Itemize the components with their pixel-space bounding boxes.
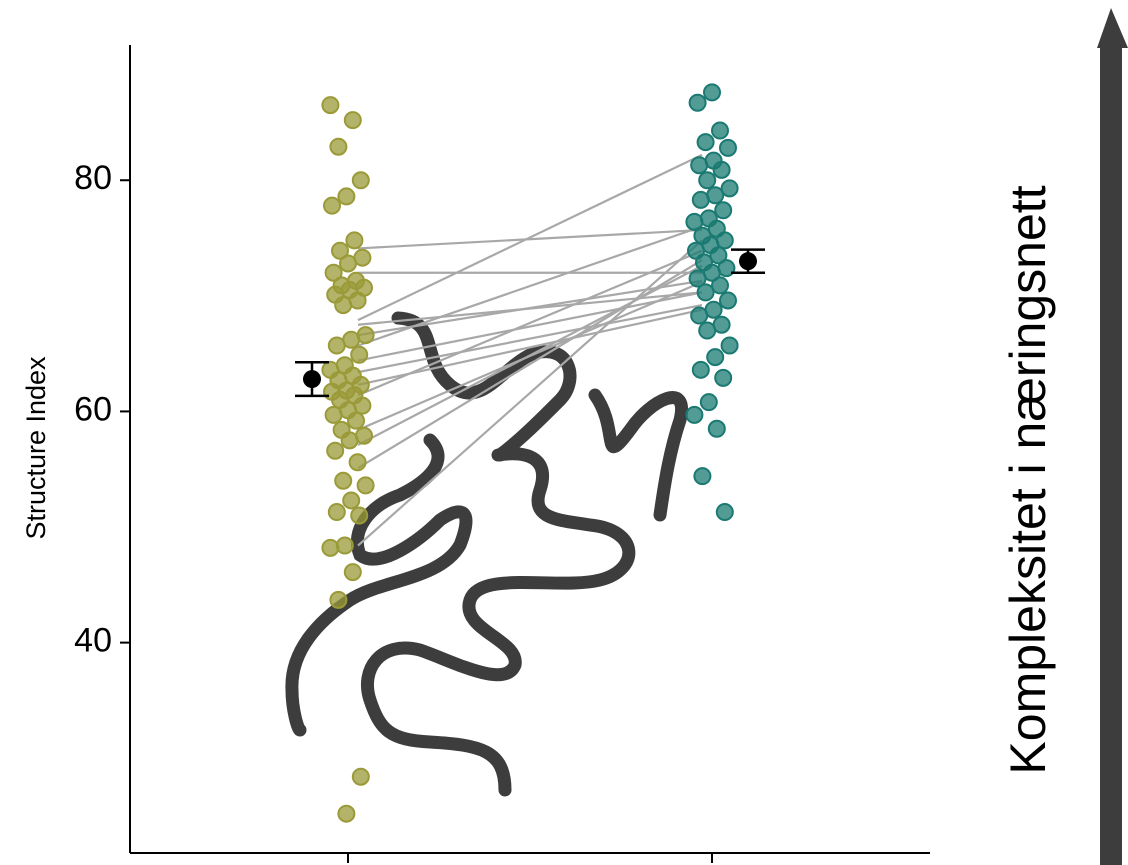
pair-line bbox=[357, 153, 703, 322]
point bbox=[685, 405, 704, 424]
pair-line bbox=[357, 249, 703, 397]
point bbox=[685, 212, 704, 231]
point bbox=[691, 360, 710, 379]
point bbox=[719, 291, 737, 310]
point bbox=[698, 321, 717, 340]
point bbox=[334, 471, 353, 490]
point bbox=[321, 96, 340, 115]
point bbox=[350, 506, 369, 525]
point bbox=[707, 419, 726, 438]
pair-line bbox=[357, 304, 703, 374]
point bbox=[720, 336, 739, 355]
point bbox=[719, 138, 737, 157]
point bbox=[693, 467, 712, 486]
point bbox=[703, 83, 721, 102]
point bbox=[696, 283, 715, 302]
mean-point bbox=[739, 252, 757, 271]
point bbox=[690, 156, 709, 175]
point bbox=[698, 171, 717, 190]
point bbox=[714, 368, 733, 387]
point bbox=[699, 393, 718, 412]
point bbox=[715, 502, 734, 521]
point bbox=[327, 336, 346, 355]
point bbox=[690, 306, 709, 325]
point bbox=[326, 441, 345, 460]
point bbox=[327, 502, 346, 521]
point bbox=[335, 536, 354, 555]
point bbox=[321, 538, 340, 557]
point bbox=[331, 241, 349, 260]
y-tick-label: 80 bbox=[74, 159, 112, 197]
pair-line bbox=[357, 239, 703, 547]
point bbox=[348, 453, 367, 472]
pair-line bbox=[357, 291, 703, 326]
point bbox=[343, 563, 362, 582]
point bbox=[688, 269, 707, 288]
point bbox=[351, 171, 370, 190]
point bbox=[711, 121, 729, 140]
point bbox=[356, 476, 375, 495]
point bbox=[337, 804, 356, 823]
side-arrow bbox=[1097, 8, 1128, 865]
point bbox=[706, 348, 725, 367]
point bbox=[347, 411, 365, 430]
point bbox=[337, 187, 356, 206]
point bbox=[709, 246, 728, 265]
point bbox=[324, 405, 343, 424]
y-tick-label: 40 bbox=[74, 622, 112, 660]
point bbox=[343, 111, 362, 130]
point bbox=[329, 137, 348, 156]
point bbox=[711, 276, 729, 295]
point bbox=[696, 133, 715, 152]
point bbox=[323, 196, 341, 215]
point bbox=[714, 201, 733, 220]
point bbox=[688, 93, 707, 112]
point bbox=[342, 491, 361, 510]
y-axis-label: Structure Index bbox=[21, 356, 51, 540]
pair-line bbox=[357, 259, 703, 470]
point bbox=[720, 179, 739, 198]
point bbox=[691, 190, 710, 209]
point bbox=[340, 431, 359, 450]
side-label: Kompleksitet i næringsnett bbox=[1000, 185, 1056, 774]
pair-line bbox=[357, 228, 703, 250]
point bbox=[324, 263, 343, 282]
mean-point bbox=[303, 370, 321, 389]
point bbox=[351, 767, 370, 786]
pair-line bbox=[357, 264, 703, 446]
y-tick-label: 60 bbox=[74, 390, 112, 428]
point bbox=[350, 345, 369, 364]
point bbox=[345, 231, 364, 250]
point bbox=[712, 160, 731, 179]
pair-line bbox=[357, 291, 703, 362]
point bbox=[329, 590, 348, 609]
point bbox=[339, 254, 357, 273]
point bbox=[334, 296, 353, 315]
